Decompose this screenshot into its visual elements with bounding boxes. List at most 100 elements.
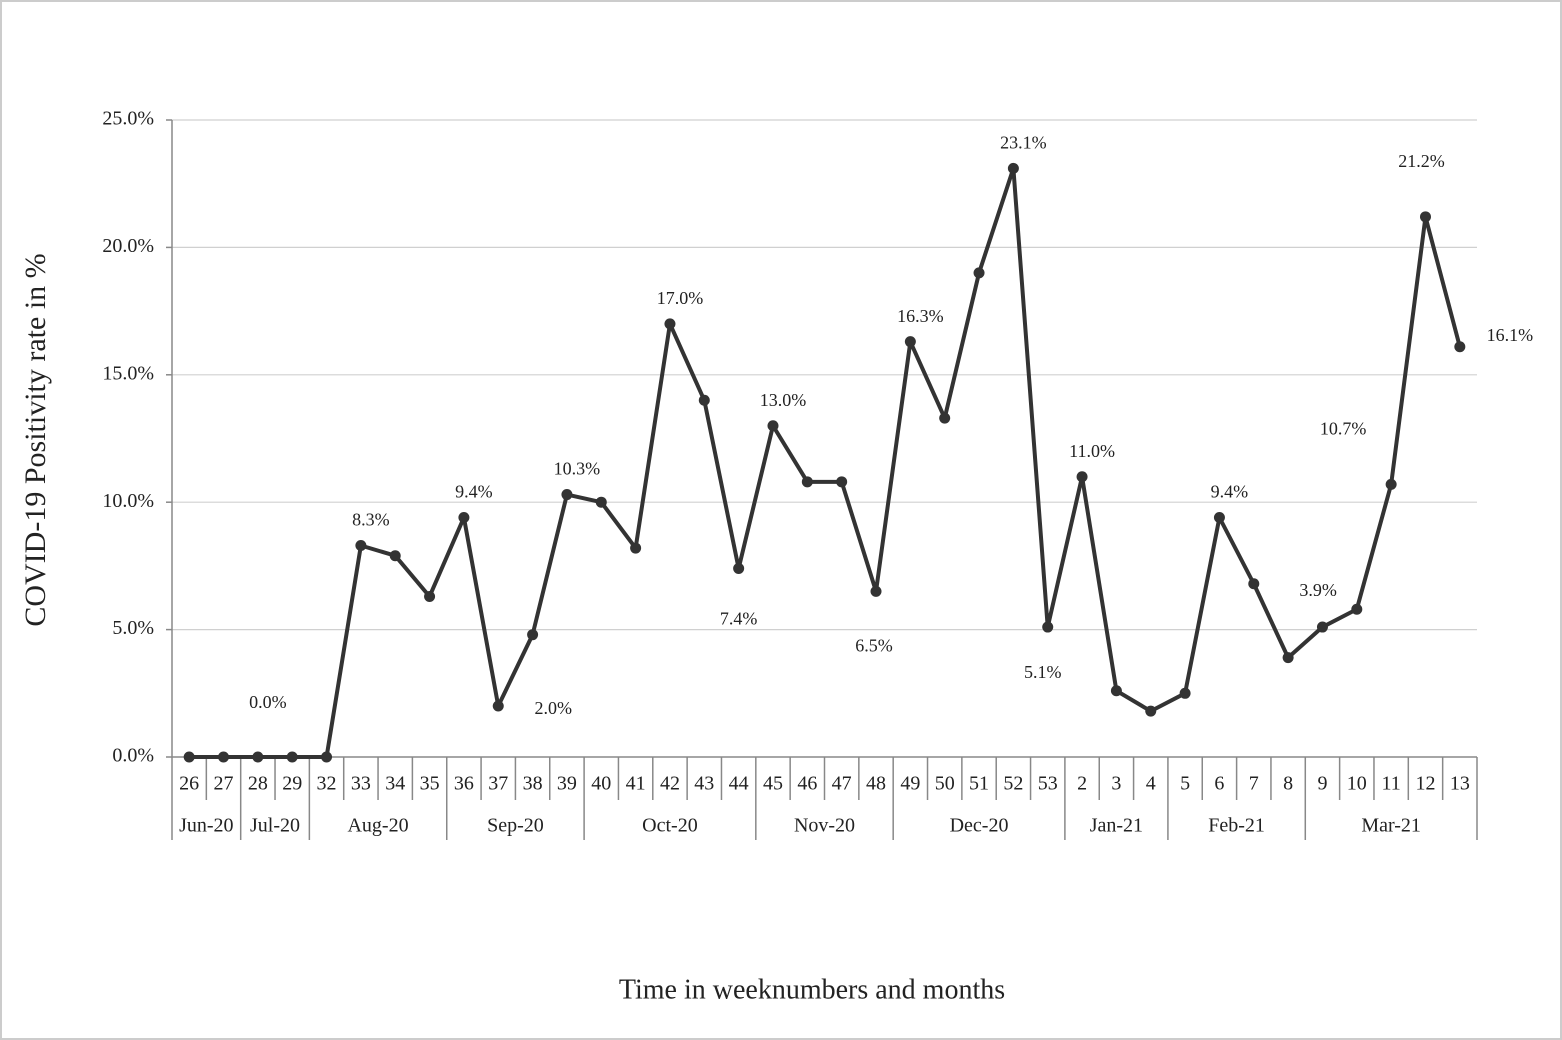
data-point: [252, 751, 264, 763]
data-point: [527, 629, 539, 641]
data-label: 10.7%: [1320, 418, 1367, 438]
data-point: [595, 496, 607, 508]
data-point: [1282, 652, 1294, 664]
data-point: [1385, 478, 1397, 490]
x-tick-label: 47: [832, 773, 852, 795]
x-tick-label: 34: [385, 773, 405, 795]
data-point: [183, 751, 195, 763]
month-label: Jun-20: [179, 815, 233, 837]
x-tick-label: 35: [420, 773, 440, 795]
month-label: Sep-20: [487, 815, 544, 837]
month-label: Dec-20: [950, 815, 1009, 837]
x-tick-label: 33: [351, 773, 371, 795]
data-point: [1248, 578, 1260, 590]
data-point: [904, 336, 916, 348]
x-tick-label: 9: [1317, 773, 1327, 795]
data-label: 5.1%: [1024, 662, 1062, 682]
data-point: [1007, 162, 1019, 174]
x-tick-label: 53: [1038, 773, 1058, 795]
data-point: [1454, 341, 1466, 353]
data-point: [1145, 705, 1157, 717]
data-point: [218, 751, 230, 763]
x-tick-label: 36: [454, 773, 474, 795]
data-point: [286, 751, 298, 763]
data-point: [733, 562, 745, 574]
data-label: 11.0%: [1069, 441, 1115, 461]
data-point: [321, 751, 333, 763]
data-point: [836, 476, 848, 488]
data-point: [767, 420, 779, 432]
data-point: [561, 489, 573, 501]
data-point: [458, 511, 470, 523]
data-point: [630, 542, 642, 554]
x-tick-label: 8: [1283, 773, 1293, 795]
data-label: 9.4%: [455, 482, 493, 502]
month-label: Jul-20: [250, 815, 300, 837]
x-tick-label: 28: [248, 773, 268, 795]
x-tick-label: 29: [282, 773, 302, 795]
x-tick-label: 13: [1450, 773, 1470, 795]
x-tick-label: 3: [1111, 773, 1121, 795]
data-label: 6.5%: [855, 636, 893, 656]
data-label: 21.2%: [1398, 151, 1445, 171]
y-axis-title: COVID-19 Positivity rate in %: [19, 253, 52, 626]
data-point: [801, 476, 813, 488]
series-line: [189, 166, 1462, 759]
x-tick-label: 6: [1214, 773, 1224, 795]
month-label: Feb-21: [1208, 815, 1265, 837]
y-tick-label: 10.0%: [102, 490, 154, 512]
x-tick-label: 10: [1347, 773, 1367, 795]
data-label: 3.9%: [1299, 580, 1337, 600]
x-tick-label: 5: [1180, 773, 1190, 795]
data-point: [973, 267, 985, 279]
x-tick-label: 42: [660, 773, 680, 795]
x-tick-label: 2: [1077, 773, 1087, 795]
data-label: 2.0%: [535, 698, 573, 718]
data-label: 23.1%: [1000, 133, 1047, 153]
data-point: [1076, 471, 1088, 483]
x-tick-label: 27: [214, 773, 234, 795]
data-point: [939, 412, 951, 424]
x-tick-label: 43: [694, 773, 714, 795]
month-label: Mar-21: [1361, 815, 1421, 837]
x-tick-label: 11: [1382, 773, 1401, 795]
x-tick-label: 44: [729, 773, 749, 795]
data-point: [1042, 621, 1054, 633]
data-point: [1110, 685, 1122, 697]
data-label: 0.0%: [249, 692, 287, 712]
month-label: Oct-20: [642, 815, 698, 837]
data-label: 16.3%: [897, 306, 944, 326]
data-label: 17.0%: [657, 288, 704, 308]
x-tick-label: 41: [626, 773, 646, 795]
data-point: [1213, 511, 1225, 523]
x-tick-label: 46: [797, 773, 817, 795]
x-tick-label: 45: [763, 773, 783, 795]
x-tick-label: 40: [591, 773, 611, 795]
data-point: [870, 585, 882, 597]
x-tick-label: 26: [179, 773, 199, 795]
data-point: [492, 700, 504, 712]
data-label: 16.1%: [1487, 325, 1534, 345]
y-tick-label: 20.0%: [102, 235, 154, 257]
x-axis-title: Time in weeknumbers and months: [619, 974, 1005, 1005]
y-tick-label: 15.0%: [102, 362, 154, 384]
data-label: 13.0%: [760, 390, 807, 410]
data-point: [664, 318, 676, 330]
x-tick-label: 38: [523, 773, 543, 795]
x-tick-label: 50: [935, 773, 955, 795]
y-tick-label: 5.0%: [112, 617, 154, 639]
data-point: [424, 590, 436, 602]
data-label: 9.4%: [1211, 482, 1249, 502]
x-tick-label: 32: [317, 773, 337, 795]
data-label: 10.3%: [554, 459, 601, 479]
month-label: Aug-20: [347, 815, 408, 837]
data-point: [389, 550, 401, 562]
data-label: 8.3%: [352, 510, 390, 530]
data-label: 7.4%: [720, 609, 758, 629]
x-tick-label: 4: [1146, 773, 1156, 795]
month-label: Jan-21: [1090, 815, 1143, 837]
data-point: [355, 540, 367, 552]
x-tick-label: 12: [1415, 773, 1435, 795]
